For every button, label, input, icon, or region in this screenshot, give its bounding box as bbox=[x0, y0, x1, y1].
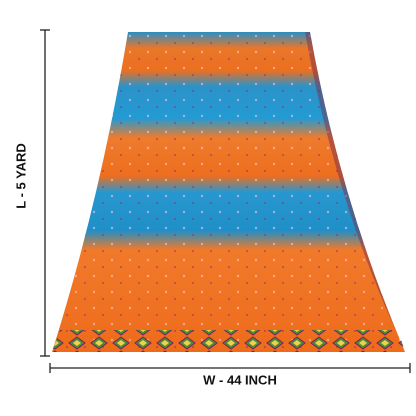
side-border bbox=[305, 32, 405, 352]
saree bbox=[52, 32, 405, 352]
fabric-print bbox=[52, 32, 405, 352]
length-label: L - 5 YARD bbox=[13, 143, 28, 209]
length-dimension: L - 5 YARD bbox=[13, 29, 50, 357]
width-dimension: W - 44 INCH bbox=[49, 363, 411, 387]
border-motifs bbox=[52, 330, 405, 352]
width-label: W - 44 INCH bbox=[203, 372, 277, 387]
